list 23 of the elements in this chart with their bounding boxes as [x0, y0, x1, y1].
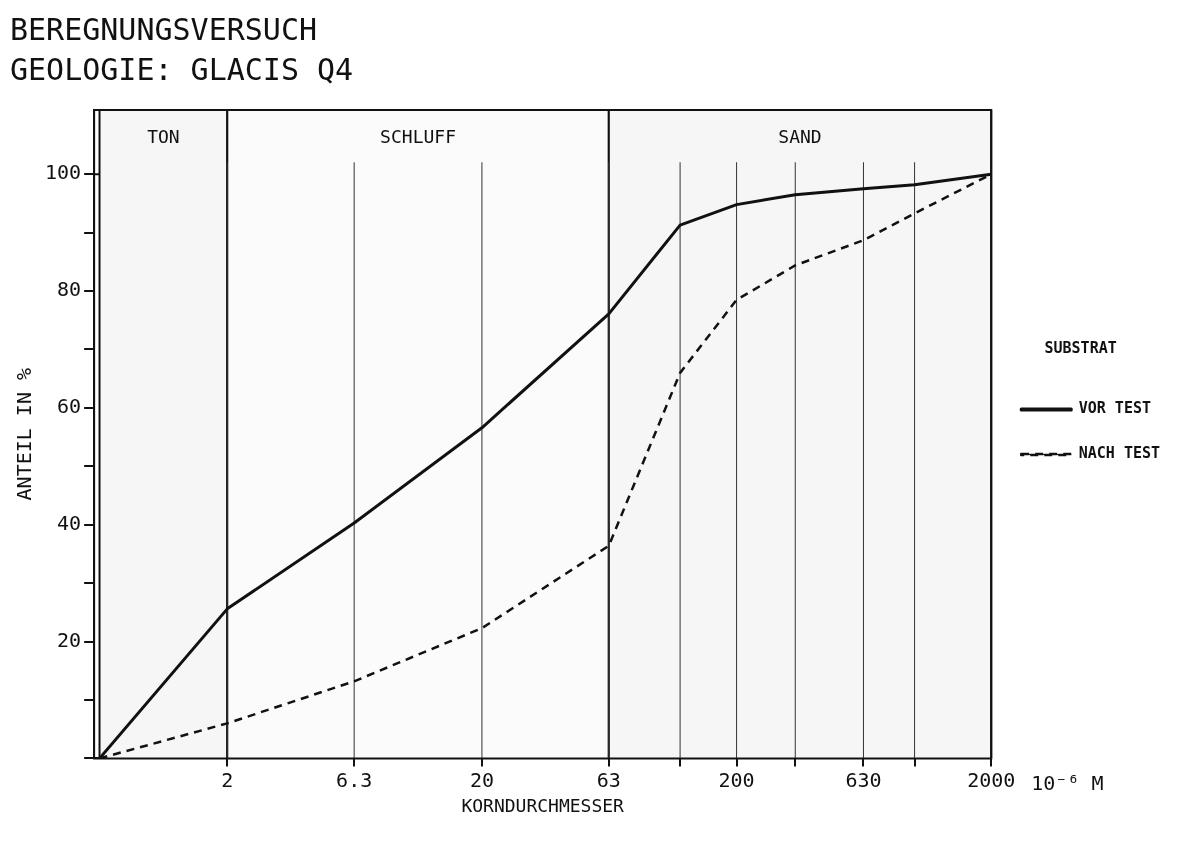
x-tick-label: 200: [718, 767, 755, 792]
x-tick-label: 2: [221, 767, 234, 792]
legend-title: SUBSTRAT: [1044, 339, 1117, 358]
text: 10⁻⁶ M: [1031, 770, 1104, 795]
y-tick-label: 40: [57, 510, 82, 535]
band-label: SCHLUFF: [380, 125, 456, 147]
x-axis-title: KORNDURCHMESSER: [461, 794, 625, 816]
x-tick-label: 20: [469, 767, 494, 792]
x-tick-label: 2000: [967, 767, 1016, 792]
x-tick-label: 630: [845, 767, 882, 792]
chart-title: BEREGNUNGSVERSUCH: [10, 11, 318, 47]
band-label: TON: [147, 125, 180, 147]
y-tick-label: 80: [57, 277, 82, 302]
legend-label: NACH TEST: [1078, 444, 1160, 463]
x-tick-label: 6.3: [336, 767, 373, 792]
y-tick-label: 20: [57, 627, 82, 652]
chart-subtitle: GEOLOGIE: GLACIS Q4: [10, 51, 354, 87]
x-tick-label: 63: [596, 767, 621, 792]
legend-label: VOR TEST: [1078, 399, 1151, 418]
y-tick-label: 60: [57, 394, 82, 419]
y-axis-title: ANTEIL IN %: [12, 367, 37, 501]
y-tick-label: 100: [45, 160, 82, 185]
band-label: SAND: [778, 125, 822, 147]
